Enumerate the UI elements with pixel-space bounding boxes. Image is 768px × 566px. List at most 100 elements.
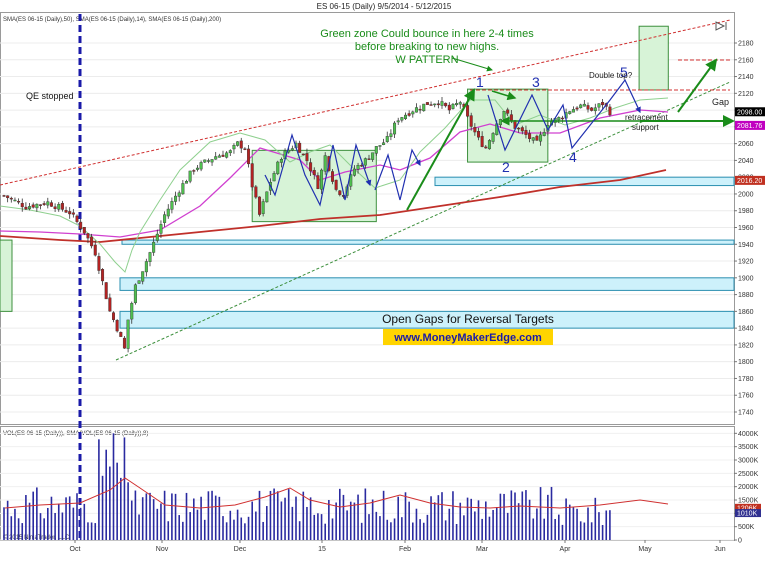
candle-body [221,154,225,157]
open-gaps-label: Open Gaps for Reversal Targets [382,312,554,326]
volume-bar [422,522,425,540]
volume-bar [240,517,243,540]
volume-bar [317,513,319,540]
candle-body [382,142,386,145]
candle-body [568,111,572,114]
price-tick-label: 1900 [738,275,754,282]
candle-body [352,168,356,176]
volume-bar [444,520,447,540]
price-tick-label: 1960 [738,225,754,232]
candle-body [338,190,342,195]
volume-tick-label: 3000K [738,458,759,465]
price-tag-label: 2016.20 [737,178,762,185]
volume-bar [331,518,334,540]
volume-tick-label: 500K [738,524,755,531]
price-tick-label: 1780 [738,376,754,383]
candle-body [39,204,43,206]
price-tick-label: 2140 [738,74,754,81]
candle-body [531,137,535,141]
candle-body [477,131,481,138]
gap-label: Gap [712,97,729,107]
price-tick-label: 1860 [738,309,754,316]
candle-body [163,214,167,223]
candle-body [520,127,524,132]
price-axis: 1740 1760 1780 1800 1820 1840 1860 1880 1900 1920… [734,41,754,417]
candle-body [159,224,163,234]
candle-body [236,141,240,146]
volume-bar [145,493,148,540]
candle-body [455,103,459,106]
candle-body [393,122,397,135]
volume-bar [200,496,202,540]
candle-body [418,108,422,111]
volume-bar [506,512,509,540]
volume-bar [98,439,100,540]
candle-body [436,103,440,106]
candle-body [560,117,564,120]
volume-bar [120,477,122,540]
candle-body [422,103,426,112]
candle-body [582,103,586,107]
volume-bar [360,522,363,540]
volume-bar [353,502,356,540]
volume-tick-label: 3500K [738,444,759,451]
volume-bar [222,516,224,540]
candle-body [491,133,495,142]
volume-bar [459,502,462,540]
volume-bar [141,497,144,540]
candle-body [509,114,513,121]
candle-body [177,192,181,197]
candle-body [506,109,510,114]
volume-bar [536,508,538,540]
candle-body [535,135,539,141]
candle-body [203,159,207,163]
volume-bar [116,462,118,540]
candle-body [174,195,178,202]
volume-bar [193,498,195,540]
volume-bar [262,521,264,540]
volume-bar [109,466,111,540]
volume-bar [273,488,275,540]
candle-body [484,146,488,149]
volume-bar [492,510,494,540]
volume-bar [514,492,516,540]
price-tags: 2098.00 2081.76 2016.20 [735,107,765,185]
time-tick-label: Jun [714,546,725,553]
candle-body [371,152,375,160]
candle-body [195,167,199,170]
time-tick-label: May [638,546,652,553]
candle-body [334,179,338,190]
volume-bar [404,492,407,540]
candle-body [214,156,218,160]
candle-body [356,165,360,170]
time-tick-label: Oct [70,546,81,553]
left-green-zone [0,239,13,312]
candle-body [101,269,105,282]
volume-bar [25,495,27,540]
time-tick-label: Nov [156,546,169,553]
volume-bar [207,491,210,540]
candle-body [130,303,134,320]
candle-body [28,206,32,210]
volume-bar [339,488,341,540]
candle-body [122,337,126,349]
candle-body [68,211,72,215]
green-zone-note-1: Green zone Could bounce in here 2-4 time… [320,28,534,40]
volume-bar [247,516,250,540]
candle-body [374,146,378,154]
volume-bar [6,500,9,540]
volume-bar [455,523,458,540]
candle-body [184,181,188,184]
candle-body [166,208,170,217]
candle-body [298,142,302,153]
volume-bar [72,507,75,540]
candle-body [469,115,473,127]
volume-bar [10,516,13,540]
candle-body [13,199,17,202]
volume-bar [50,496,53,540]
volume-bar [433,502,436,540]
candle-body [579,104,583,109]
candle-body [301,153,305,156]
volume-bar [178,515,180,540]
candle-body [82,227,86,234]
